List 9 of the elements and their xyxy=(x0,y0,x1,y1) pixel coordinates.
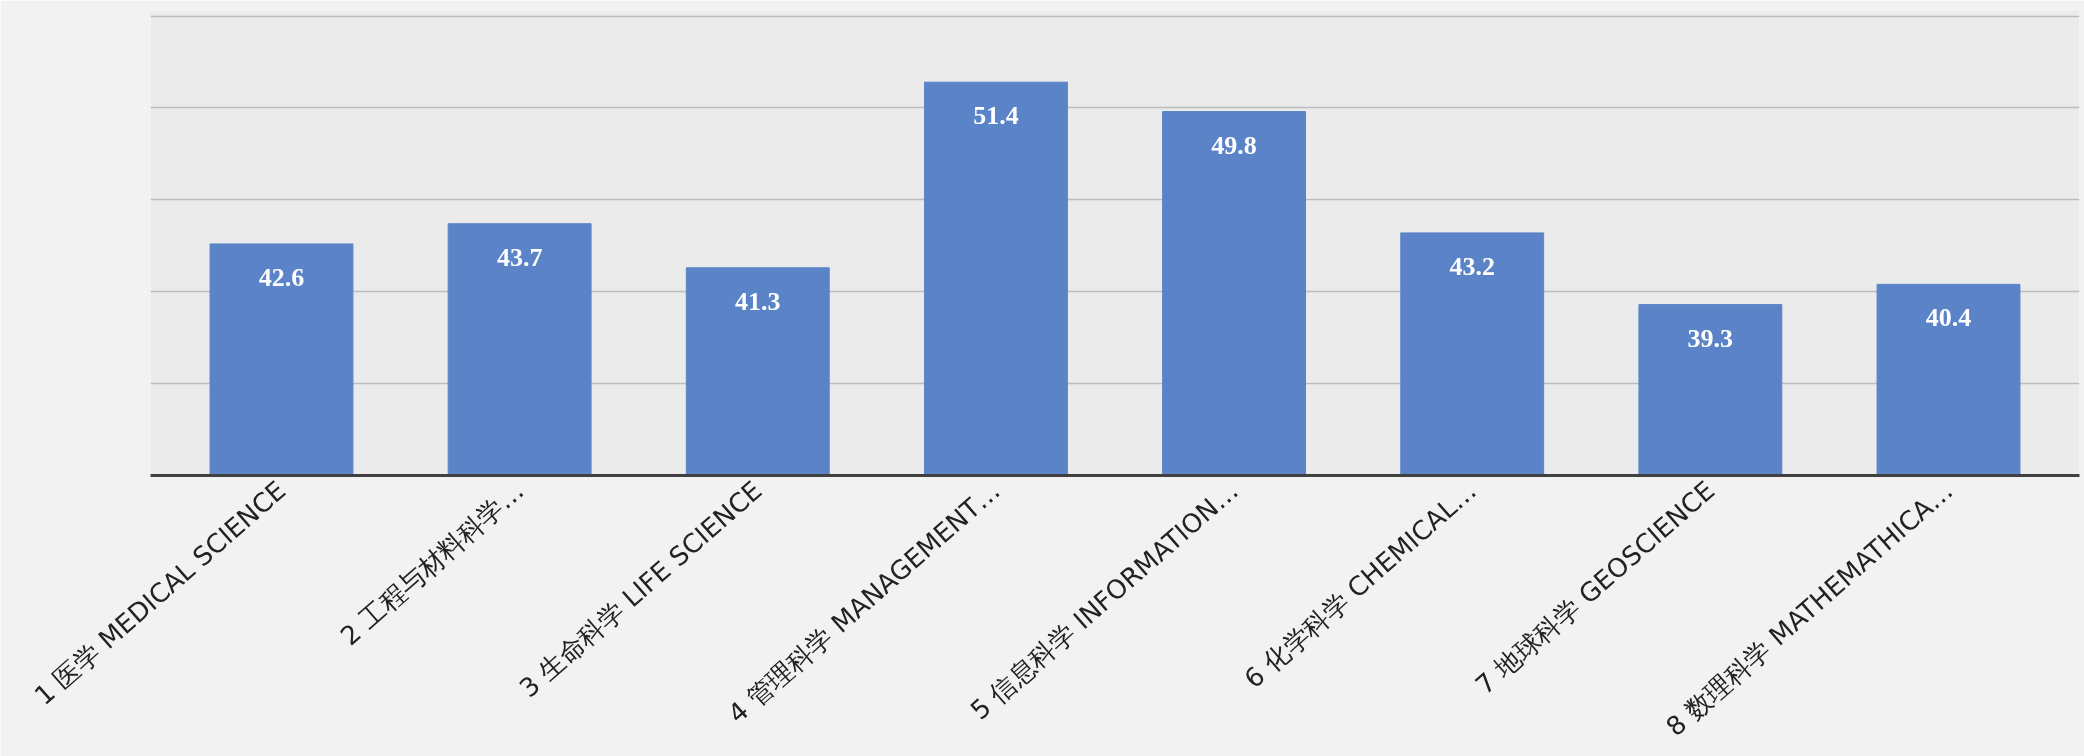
x-tick-label: 2 工程与材料科学… xyxy=(334,475,530,652)
data-label: 39.3 xyxy=(1687,323,1734,353)
data-label: 51.4 xyxy=(973,101,1019,131)
data-label: 41.3 xyxy=(735,286,781,316)
data-label: 43.7 xyxy=(496,242,543,272)
data-label: 42.6 xyxy=(258,262,305,292)
data-label: 40.4 xyxy=(1925,303,1972,333)
data-label: 43.2 xyxy=(1449,251,1495,281)
data-label: 49.8 xyxy=(1211,130,1257,160)
